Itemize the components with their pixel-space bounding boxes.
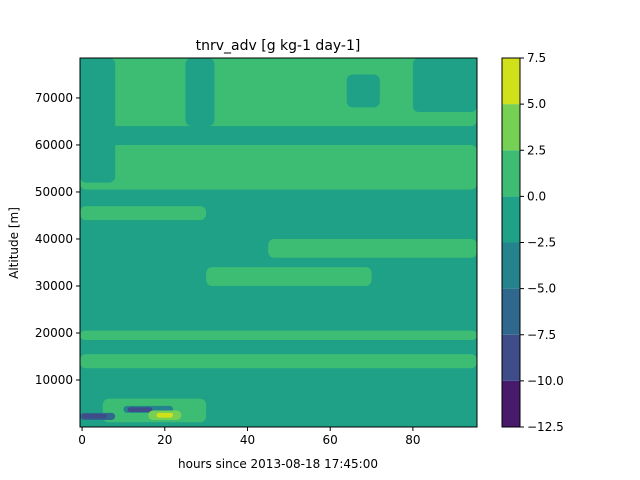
colorbar-band	[502, 334, 520, 381]
y-axis: 10000 20000 30000 40000 50000 60000 70000	[35, 91, 80, 387]
y-tick-label: 20000	[35, 326, 73, 340]
colorbar-tick-label: −5.0	[527, 282, 556, 296]
colorbar-tick-label: 5.0	[527, 97, 546, 111]
colorbar-tick-label: 2.5	[527, 143, 546, 157]
colorbar-tick-label: −10.0	[527, 374, 564, 388]
colorbar-band	[502, 58, 520, 105]
contour-region	[80, 58, 477, 127]
contour-region	[80, 354, 477, 369]
y-tick-label: 70000	[35, 91, 73, 105]
colorbar-tick-label: 7.5	[527, 51, 546, 65]
contour-region	[82, 413, 107, 419]
contour-region	[346, 74, 380, 108]
x-tick-label: 80	[405, 433, 420, 447]
plot-area	[79, 57, 478, 428]
colorbar-tick-label: −7.5	[527, 328, 556, 342]
y-tick-label: 60000	[35, 138, 73, 152]
colorbar-tick-label: 0.0	[527, 189, 546, 203]
x-axis: 0 20 40 60 80	[78, 427, 421, 447]
colorbar-band	[502, 242, 520, 289]
colorbar: −12.5 −10.0 −7.5 −5.0 −2.5 0.0 2.5 5.0 7.5	[501, 51, 564, 434]
x-tick-label: 40	[240, 433, 255, 447]
x-axis-label: hours since 2013-08-18 17:45:00	[178, 457, 378, 471]
contour-region	[80, 58, 116, 183]
contour-region	[80, 206, 207, 221]
colorbar-ticks: −12.5 −10.0 −7.5 −5.0 −2.5 0.0 2.5 5.0 7.5	[520, 51, 564, 434]
contour-region	[206, 267, 372, 286]
colorbar-tick-label: −2.5	[527, 236, 556, 250]
y-tick-label: 50000	[35, 185, 73, 199]
contour-region	[412, 58, 477, 113]
y-tick-label: 40000	[35, 232, 73, 246]
contour-region	[127, 407, 153, 412]
colorbar-tick-label: −12.5	[527, 420, 564, 434]
contour-region	[80, 144, 477, 190]
colorbar-band	[502, 196, 520, 243]
colorbar-band	[502, 150, 520, 197]
colorbar-band	[502, 288, 520, 335]
contour-region	[156, 412, 174, 418]
contour-regions	[80, 58, 477, 423]
x-tick-label: 60	[323, 433, 338, 447]
x-tick-label: 0	[78, 433, 86, 447]
colorbar-bands	[502, 58, 520, 427]
chart-title: tnrv_adv [g kg-1 day-1]	[196, 38, 361, 54]
y-axis-label: Altitude [m]	[7, 207, 21, 279]
contour-region	[185, 58, 215, 127]
colorbar-band	[502, 380, 520, 427]
x-tick-label: 20	[157, 433, 172, 447]
contour-region	[80, 330, 477, 341]
y-tick-label: 10000	[35, 373, 73, 387]
colorbar-band	[502, 104, 520, 151]
contour-region	[268, 238, 477, 258]
y-tick-label: 30000	[35, 279, 73, 293]
plot-frame	[79, 57, 478, 428]
